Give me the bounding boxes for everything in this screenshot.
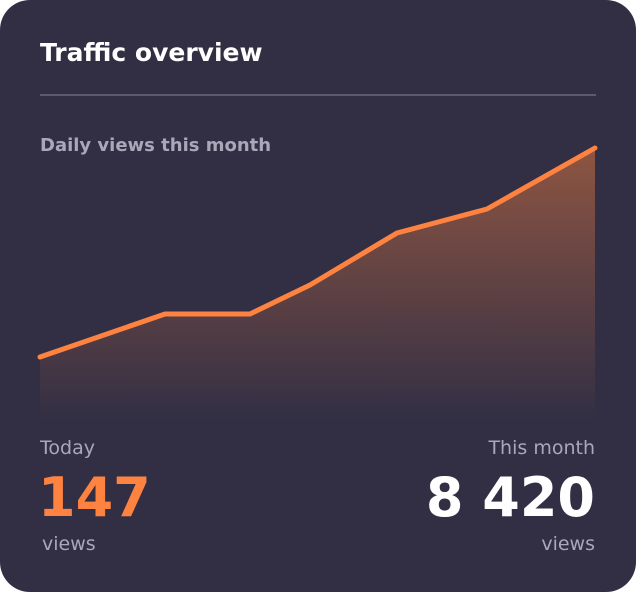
chart-subtitle: Daily views this month [40, 135, 271, 156]
sparkline [37, 145, 598, 420]
today-label: Today [39, 437, 95, 459]
today-value: 147 [38, 466, 151, 529]
today-unit: views [42, 533, 96, 555]
month-value: 8 420 [426, 466, 595, 529]
line [37, 145, 598, 360]
month-unit: views [541, 533, 595, 555]
card-title: Traffic overview [40, 38, 263, 67]
month-label: This month [487, 437, 595, 459]
area-fill [40, 148, 595, 420]
